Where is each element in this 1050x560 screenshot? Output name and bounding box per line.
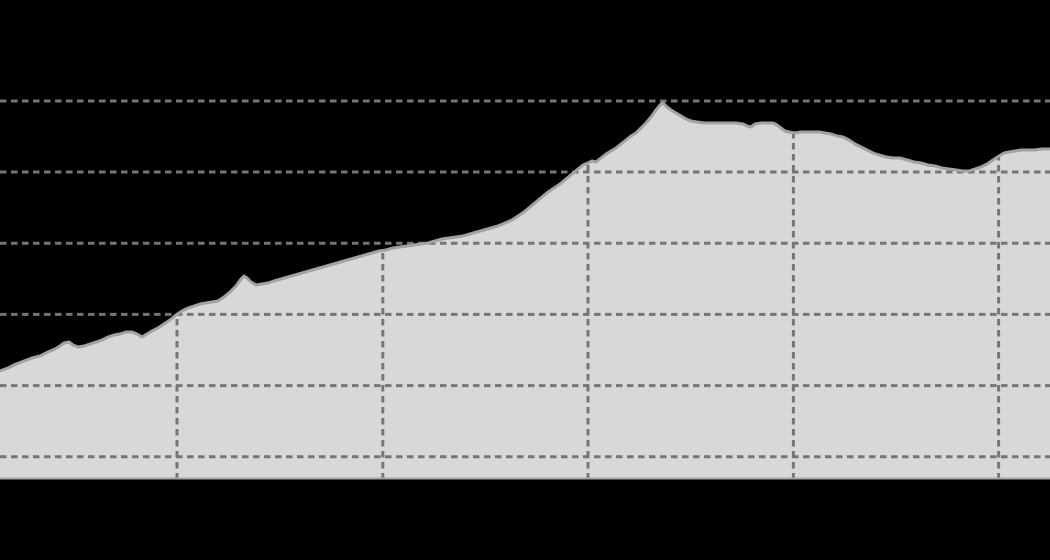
profile-line (0, 101, 1050, 373)
vertical-gridlines (175, 103, 1001, 479)
horizontal-gridlines (0, 99, 1050, 459)
